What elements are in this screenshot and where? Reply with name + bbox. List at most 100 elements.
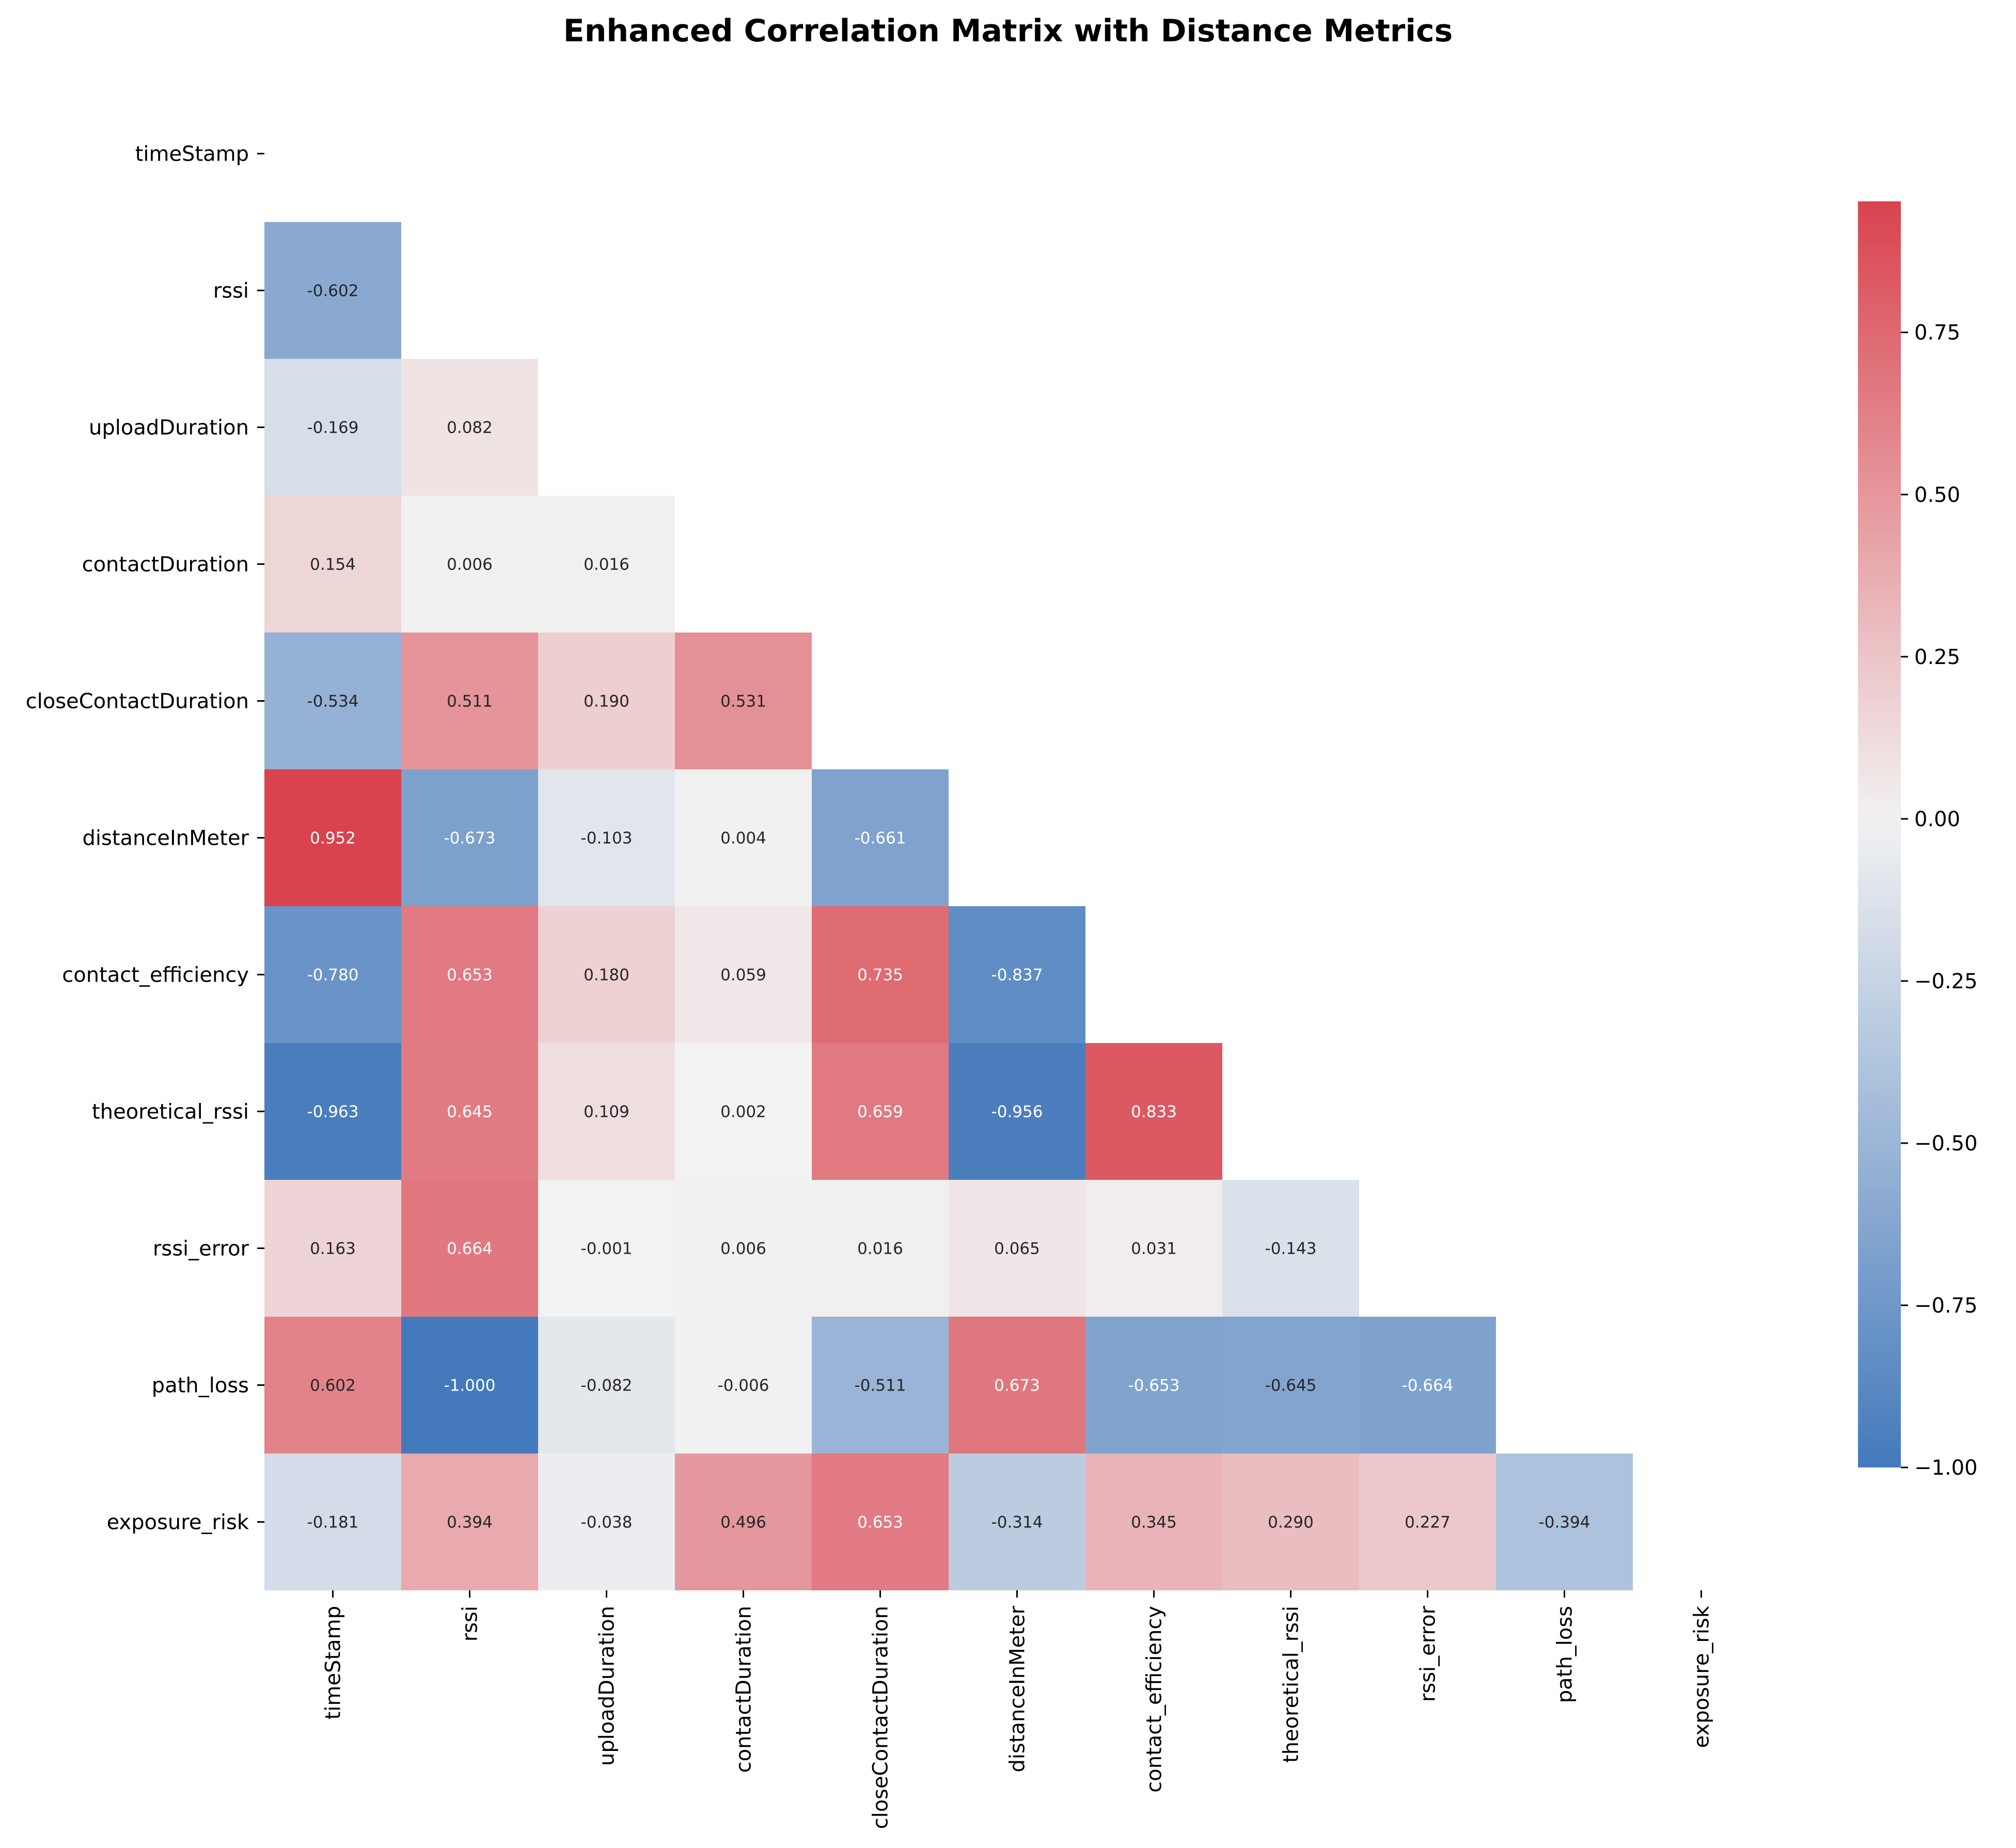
cell-value-label: 0.031 xyxy=(1131,1240,1177,1258)
heatmap-cells: -0.602 -0.169 0.082 0.154 0.006 0.016 -0.534 0.… xyxy=(264,222,1633,1590)
heatmap-cell xyxy=(949,1317,1085,1454)
y-tick-label: uploadDuration xyxy=(89,416,249,440)
y-tick-label: timeStamp xyxy=(135,143,249,166)
heatmap-cell xyxy=(538,906,675,1043)
cell-value-label: -0.780 xyxy=(307,966,359,985)
cell-value-label: -0.181 xyxy=(307,1513,359,1532)
cell-value-label: 0.016 xyxy=(584,556,629,574)
heatmap-cell xyxy=(264,633,401,769)
cell-value-label: 0.833 xyxy=(1131,1103,1177,1122)
cell-value-label: 0.645 xyxy=(447,1103,493,1122)
heatmap-cell xyxy=(538,1317,675,1454)
cell-value-label: 0.016 xyxy=(857,1240,903,1258)
cell-value-label: 0.004 xyxy=(720,829,766,848)
heatmap-cell xyxy=(264,769,401,906)
heatmap-cell xyxy=(264,496,401,633)
heatmap-cell xyxy=(538,1043,675,1180)
heatmap-cell xyxy=(401,1180,538,1317)
x-tick-label: distanceInMeter xyxy=(1006,1605,1030,1772)
heatmap-cell xyxy=(949,1180,1085,1317)
y-tick-label: contactDuration xyxy=(82,553,249,577)
cell-value-label: -0.394 xyxy=(1539,1513,1590,1532)
x-tick-label: contactDuration xyxy=(732,1606,756,1773)
cell-value-label: 0.006 xyxy=(720,1240,766,1258)
heatmap-cell xyxy=(401,633,538,769)
heatmap-cell xyxy=(538,496,675,633)
cell-value-label: 0.602 xyxy=(310,1377,356,1395)
cell-value-label: 0.653 xyxy=(857,1513,903,1532)
heatmap-cell xyxy=(538,1454,675,1590)
x-tick-label: rssi xyxy=(459,1606,482,1641)
heatmap-cell xyxy=(401,906,538,1043)
colorbar-tick-label: −0.25 xyxy=(1914,970,1978,993)
cell-value-label: 0.735 xyxy=(857,966,903,985)
heatmap-cell xyxy=(538,1180,675,1317)
y-tick-label: exposure_risk xyxy=(107,1511,249,1535)
heatmap-cell xyxy=(538,633,675,769)
cell-value-label: -0.534 xyxy=(307,692,359,711)
cell-value-label: 0.496 xyxy=(720,1513,766,1532)
cell-value-label: -0.963 xyxy=(307,1103,359,1122)
heatmap-cell xyxy=(1222,1317,1359,1454)
heatmap-cell xyxy=(1359,1317,1496,1454)
heatmap-cell xyxy=(538,769,675,906)
heatmap-cell xyxy=(264,1180,401,1317)
heatmap-cell xyxy=(401,769,538,906)
cell-value-label: -0.956 xyxy=(991,1103,1043,1122)
heatmap-cell xyxy=(401,1317,538,1454)
heatmap-cell xyxy=(264,222,401,359)
heatmap-cell xyxy=(812,769,949,906)
heatmap-cell xyxy=(675,1043,812,1180)
cell-value-label: -0.143 xyxy=(1265,1240,1317,1258)
cell-value-label: -0.645 xyxy=(1265,1377,1317,1395)
heatmap-cell xyxy=(675,906,812,1043)
cell-value-label: 0.154 xyxy=(310,556,356,574)
cell-value-label: 0.163 xyxy=(310,1240,356,1258)
heatmap-cell xyxy=(264,1317,401,1454)
heatmap-cell xyxy=(401,496,538,633)
heatmap-cell xyxy=(675,1317,812,1454)
cell-value-label: 0.952 xyxy=(310,829,356,848)
cell-value-label: -0.103 xyxy=(581,829,633,848)
x-tick-label: closeContactDuration xyxy=(869,1606,893,1829)
colorbar-tick-label: 0.50 xyxy=(1914,483,1960,507)
heatmap-cell xyxy=(675,1454,812,1590)
colorbar-tick-label: −1.00 xyxy=(1914,1456,1978,1480)
cell-value-label: -0.664 xyxy=(1402,1377,1454,1395)
cell-value-label: 0.180 xyxy=(584,966,629,985)
cell-value-label: 0.002 xyxy=(720,1103,766,1122)
colorbar-gradient xyxy=(1858,201,1901,1467)
cell-value-label: 0.345 xyxy=(1131,1513,1177,1532)
y-tick-label: path_loss xyxy=(152,1374,249,1398)
cell-value-label: -0.082 xyxy=(581,1377,633,1395)
x-tick-label: exposure_risk xyxy=(1690,1605,1714,1748)
chart-title: Enhanced Correlation Matrix with Distanc… xyxy=(563,13,1453,49)
cell-value-label: 0.109 xyxy=(584,1103,629,1122)
cell-value-label: 0.227 xyxy=(1405,1513,1451,1532)
cell-value-label: 0.531 xyxy=(720,692,766,711)
cell-value-label: -1.000 xyxy=(444,1377,496,1395)
cell-value-label: 0.190 xyxy=(584,692,629,711)
heatmap-cell xyxy=(1496,1454,1633,1590)
cell-value-label: 0.511 xyxy=(447,692,493,711)
cell-value-label: 0.065 xyxy=(994,1240,1040,1258)
heatmap-cell xyxy=(949,1043,1085,1180)
heatmap-cell xyxy=(949,906,1085,1043)
cell-value-label: -0.038 xyxy=(581,1513,633,1532)
heatmap-cell xyxy=(264,1454,401,1590)
colorbar-tick-label: 0.75 xyxy=(1914,321,1960,345)
x-tick-label: uploadDuration xyxy=(595,1606,619,1766)
heatmap-cell xyxy=(675,769,812,906)
y-tick-label: contact_efficiency xyxy=(62,964,249,987)
heatmap-cell xyxy=(1085,1043,1222,1180)
heatmap-cell xyxy=(401,359,538,496)
colorbar-tick-label: 0.00 xyxy=(1914,808,1960,831)
cell-value-label: -0.314 xyxy=(991,1513,1043,1532)
heatmap-cell xyxy=(949,1454,1085,1590)
cell-value-label: -0.673 xyxy=(444,829,496,848)
heatmap-cell xyxy=(401,1454,538,1590)
cell-value-label: 0.394 xyxy=(447,1513,493,1532)
x-tick-label: rssi_error xyxy=(1416,1605,1440,1702)
heatmap-cell xyxy=(812,1180,949,1317)
